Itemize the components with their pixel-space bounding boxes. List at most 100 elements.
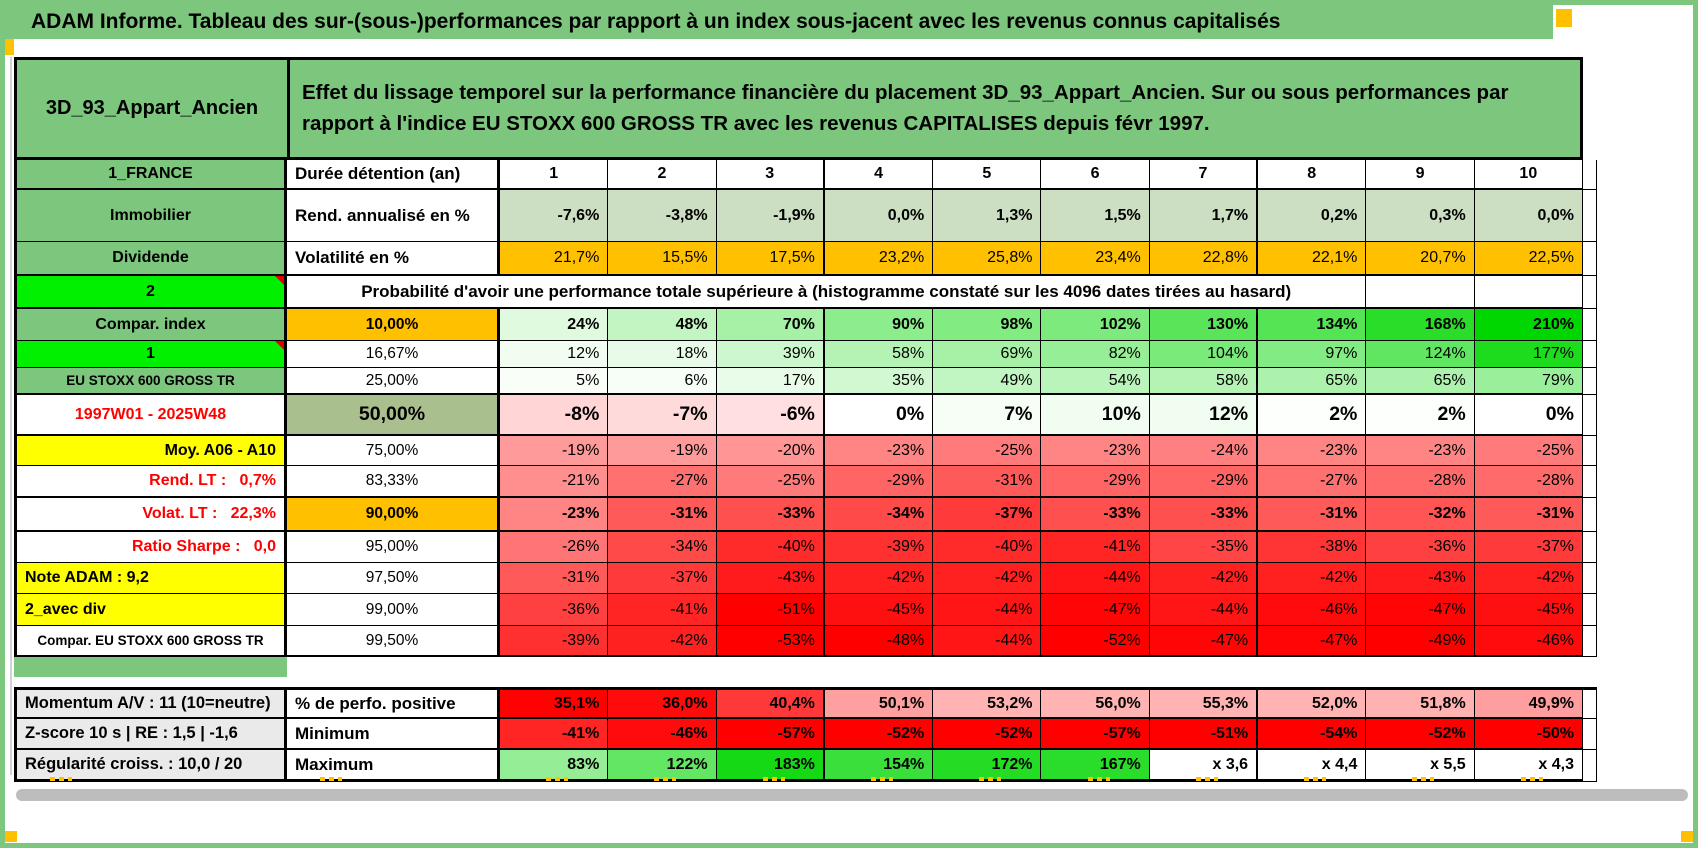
- data-cell[interactable]: -40%: [933, 532, 1042, 563]
- row-label[interactable]: Momentum A/V : 11 (10=neutre): [14, 687, 287, 719]
- data-cell[interactable]: -48%: [824, 626, 934, 657]
- data-cell[interactable]: -37%: [608, 563, 717, 594]
- data-cell[interactable]: 1,3%: [933, 190, 1042, 242]
- data-cell[interactable]: -46%: [1258, 594, 1367, 626]
- data-cell[interactable]: 124%: [1366, 341, 1475, 368]
- row-label[interactable]: Rend. LT : 0,7%: [14, 466, 287, 498]
- data-cell[interactable]: -43%: [716, 563, 825, 594]
- data-cell[interactable]: -25%: [716, 466, 825, 498]
- data-cell[interactable]: -38%: [1258, 532, 1367, 563]
- data-cell[interactable]: -31%: [608, 498, 717, 532]
- data-cell[interactable]: -29%: [1041, 466, 1150, 498]
- data-cell[interactable]: -42%: [1149, 563, 1259, 594]
- data-cell[interactable]: 102%: [1041, 309, 1150, 341]
- data-cell[interactable]: -1,9%: [716, 190, 825, 242]
- data-cell[interactable]: 70%: [716, 309, 825, 341]
- data-cell[interactable]: 10: [1474, 160, 1583, 190]
- row-label[interactable]: EU STOXX 600 GROSS TR: [14, 368, 287, 395]
- data-cell[interactable]: 122%: [608, 750, 717, 782]
- data-cell[interactable]: 58%: [824, 341, 934, 368]
- data-cell[interactable]: 5%: [500, 368, 609, 395]
- data-cell[interactable]: 1: [500, 160, 609, 190]
- data-cell[interactable]: 0,3%: [1366, 190, 1475, 242]
- data-cell[interactable]: 90%: [824, 309, 934, 341]
- data-cell[interactable]: -31%: [500, 563, 609, 594]
- data-cell[interactable]: 48%: [608, 309, 717, 341]
- data-cell[interactable]: 50,1%: [824, 687, 934, 719]
- data-cell[interactable]: -35%: [1149, 532, 1259, 563]
- data-cell[interactable]: -39%: [500, 626, 609, 657]
- data-cell[interactable]: 6%: [608, 368, 717, 395]
- data-cell[interactable]: -51%: [1149, 719, 1259, 750]
- data-cell[interactable]: -23%: [824, 436, 934, 466]
- data-cell[interactable]: -31%: [1474, 498, 1583, 532]
- data-cell[interactable]: 104%: [1149, 341, 1259, 368]
- data-cell[interactable]: -33%: [716, 498, 825, 532]
- data-cell[interactable]: x 3,6: [1149, 750, 1259, 782]
- data-cell[interactable]: -6%: [716, 395, 825, 436]
- data-cell[interactable]: -57%: [1041, 719, 1150, 750]
- data-cell[interactable]: -49%: [1366, 626, 1475, 657]
- data-cell[interactable]: -32%: [1366, 498, 1475, 532]
- horizontal-scrollbar[interactable]: [16, 789, 1688, 801]
- data-cell[interactable]: 177%: [1474, 341, 1583, 368]
- data-cell[interactable]: 15,5%: [608, 242, 717, 276]
- data-cell[interactable]: -26%: [500, 532, 609, 563]
- threshold-label[interactable]: 97,50%: [287, 563, 500, 594]
- data-cell[interactable]: -44%: [933, 626, 1042, 657]
- data-cell[interactable]: -46%: [608, 719, 717, 750]
- data-cell[interactable]: -52%: [824, 719, 934, 750]
- data-cell[interactable]: 40,4%: [716, 687, 825, 719]
- data-cell[interactable]: 56,0%: [1041, 687, 1150, 719]
- row-label[interactable]: Immobilier: [14, 190, 287, 242]
- data-cell[interactable]: 0%: [824, 395, 934, 436]
- data-cell[interactable]: 1,5%: [1041, 190, 1150, 242]
- data-cell[interactable]: 0,0%: [824, 190, 934, 242]
- data-cell[interactable]: -45%: [1474, 594, 1583, 626]
- data-cell[interactable]: -25%: [1474, 436, 1583, 466]
- data-cell[interactable]: -41%: [608, 594, 717, 626]
- data-cell[interactable]: 51,8%: [1366, 687, 1475, 719]
- data-cell[interactable]: -42%: [824, 563, 934, 594]
- data-cell[interactable]: -46%: [1474, 626, 1583, 657]
- data-cell[interactable]: -34%: [608, 532, 717, 563]
- data-cell[interactable]: 3: [716, 160, 825, 190]
- data-cell[interactable]: 6: [1041, 160, 1150, 190]
- data-cell[interactable]: 8: [1258, 160, 1367, 190]
- data-cell[interactable]: 58%: [1149, 368, 1259, 395]
- data-cell[interactable]: -39%: [824, 532, 934, 563]
- data-cell[interactable]: -51%: [716, 594, 825, 626]
- data-cell[interactable]: 69%: [933, 341, 1042, 368]
- data-cell[interactable]: 5: [933, 160, 1042, 190]
- data-cell[interactable]: 22,8%: [1149, 242, 1259, 276]
- data-cell[interactable]: 35,1%: [500, 687, 609, 719]
- data-cell[interactable]: -28%: [1474, 466, 1583, 498]
- threshold-label[interactable]: Minimum: [287, 719, 500, 750]
- data-cell[interactable]: -27%: [608, 466, 717, 498]
- row-label[interactable]: Z-score 10 s | RE : 1,5 | -1,6: [14, 719, 287, 750]
- data-cell[interactable]: -28%: [1366, 466, 1475, 498]
- data-cell[interactable]: 2%: [1366, 395, 1475, 436]
- data-cell[interactable]: 10%: [1041, 395, 1150, 436]
- data-cell[interactable]: -27%: [1258, 466, 1367, 498]
- data-cell[interactable]: -41%: [1041, 532, 1150, 563]
- threshold-label[interactable]: Rend. annualisé en %: [287, 190, 500, 242]
- threshold-label[interactable]: 99,50%: [287, 626, 500, 657]
- data-cell[interactable]: 52,0%: [1258, 687, 1367, 719]
- data-cell[interactable]: 2%: [1258, 395, 1367, 436]
- threshold-label[interactable]: % de perfo. positive: [287, 687, 500, 719]
- data-cell[interactable]: 17,5%: [716, 242, 825, 276]
- data-cell[interactable]: -23%: [1258, 436, 1367, 466]
- data-cell[interactable]: 82%: [1041, 341, 1150, 368]
- data-cell[interactable]: -23%: [1366, 436, 1475, 466]
- threshold-label[interactable]: 16,67%: [287, 341, 500, 368]
- threshold-label[interactable]: 10,00%: [287, 309, 500, 341]
- data-cell[interactable]: -19%: [608, 436, 717, 466]
- row-label[interactable]: Moy. A06 - A10: [14, 436, 287, 466]
- data-cell[interactable]: 0,0%: [1474, 190, 1583, 242]
- data-cell[interactable]: x 4,3: [1474, 750, 1583, 782]
- data-cell[interactable]: -41%: [500, 719, 609, 750]
- data-cell[interactable]: -54%: [1258, 719, 1367, 750]
- row-label[interactable]: Compar. EU STOXX 600 GROSS TR: [14, 626, 287, 657]
- row-label[interactable]: Volat. LT : 22,3%: [14, 498, 287, 532]
